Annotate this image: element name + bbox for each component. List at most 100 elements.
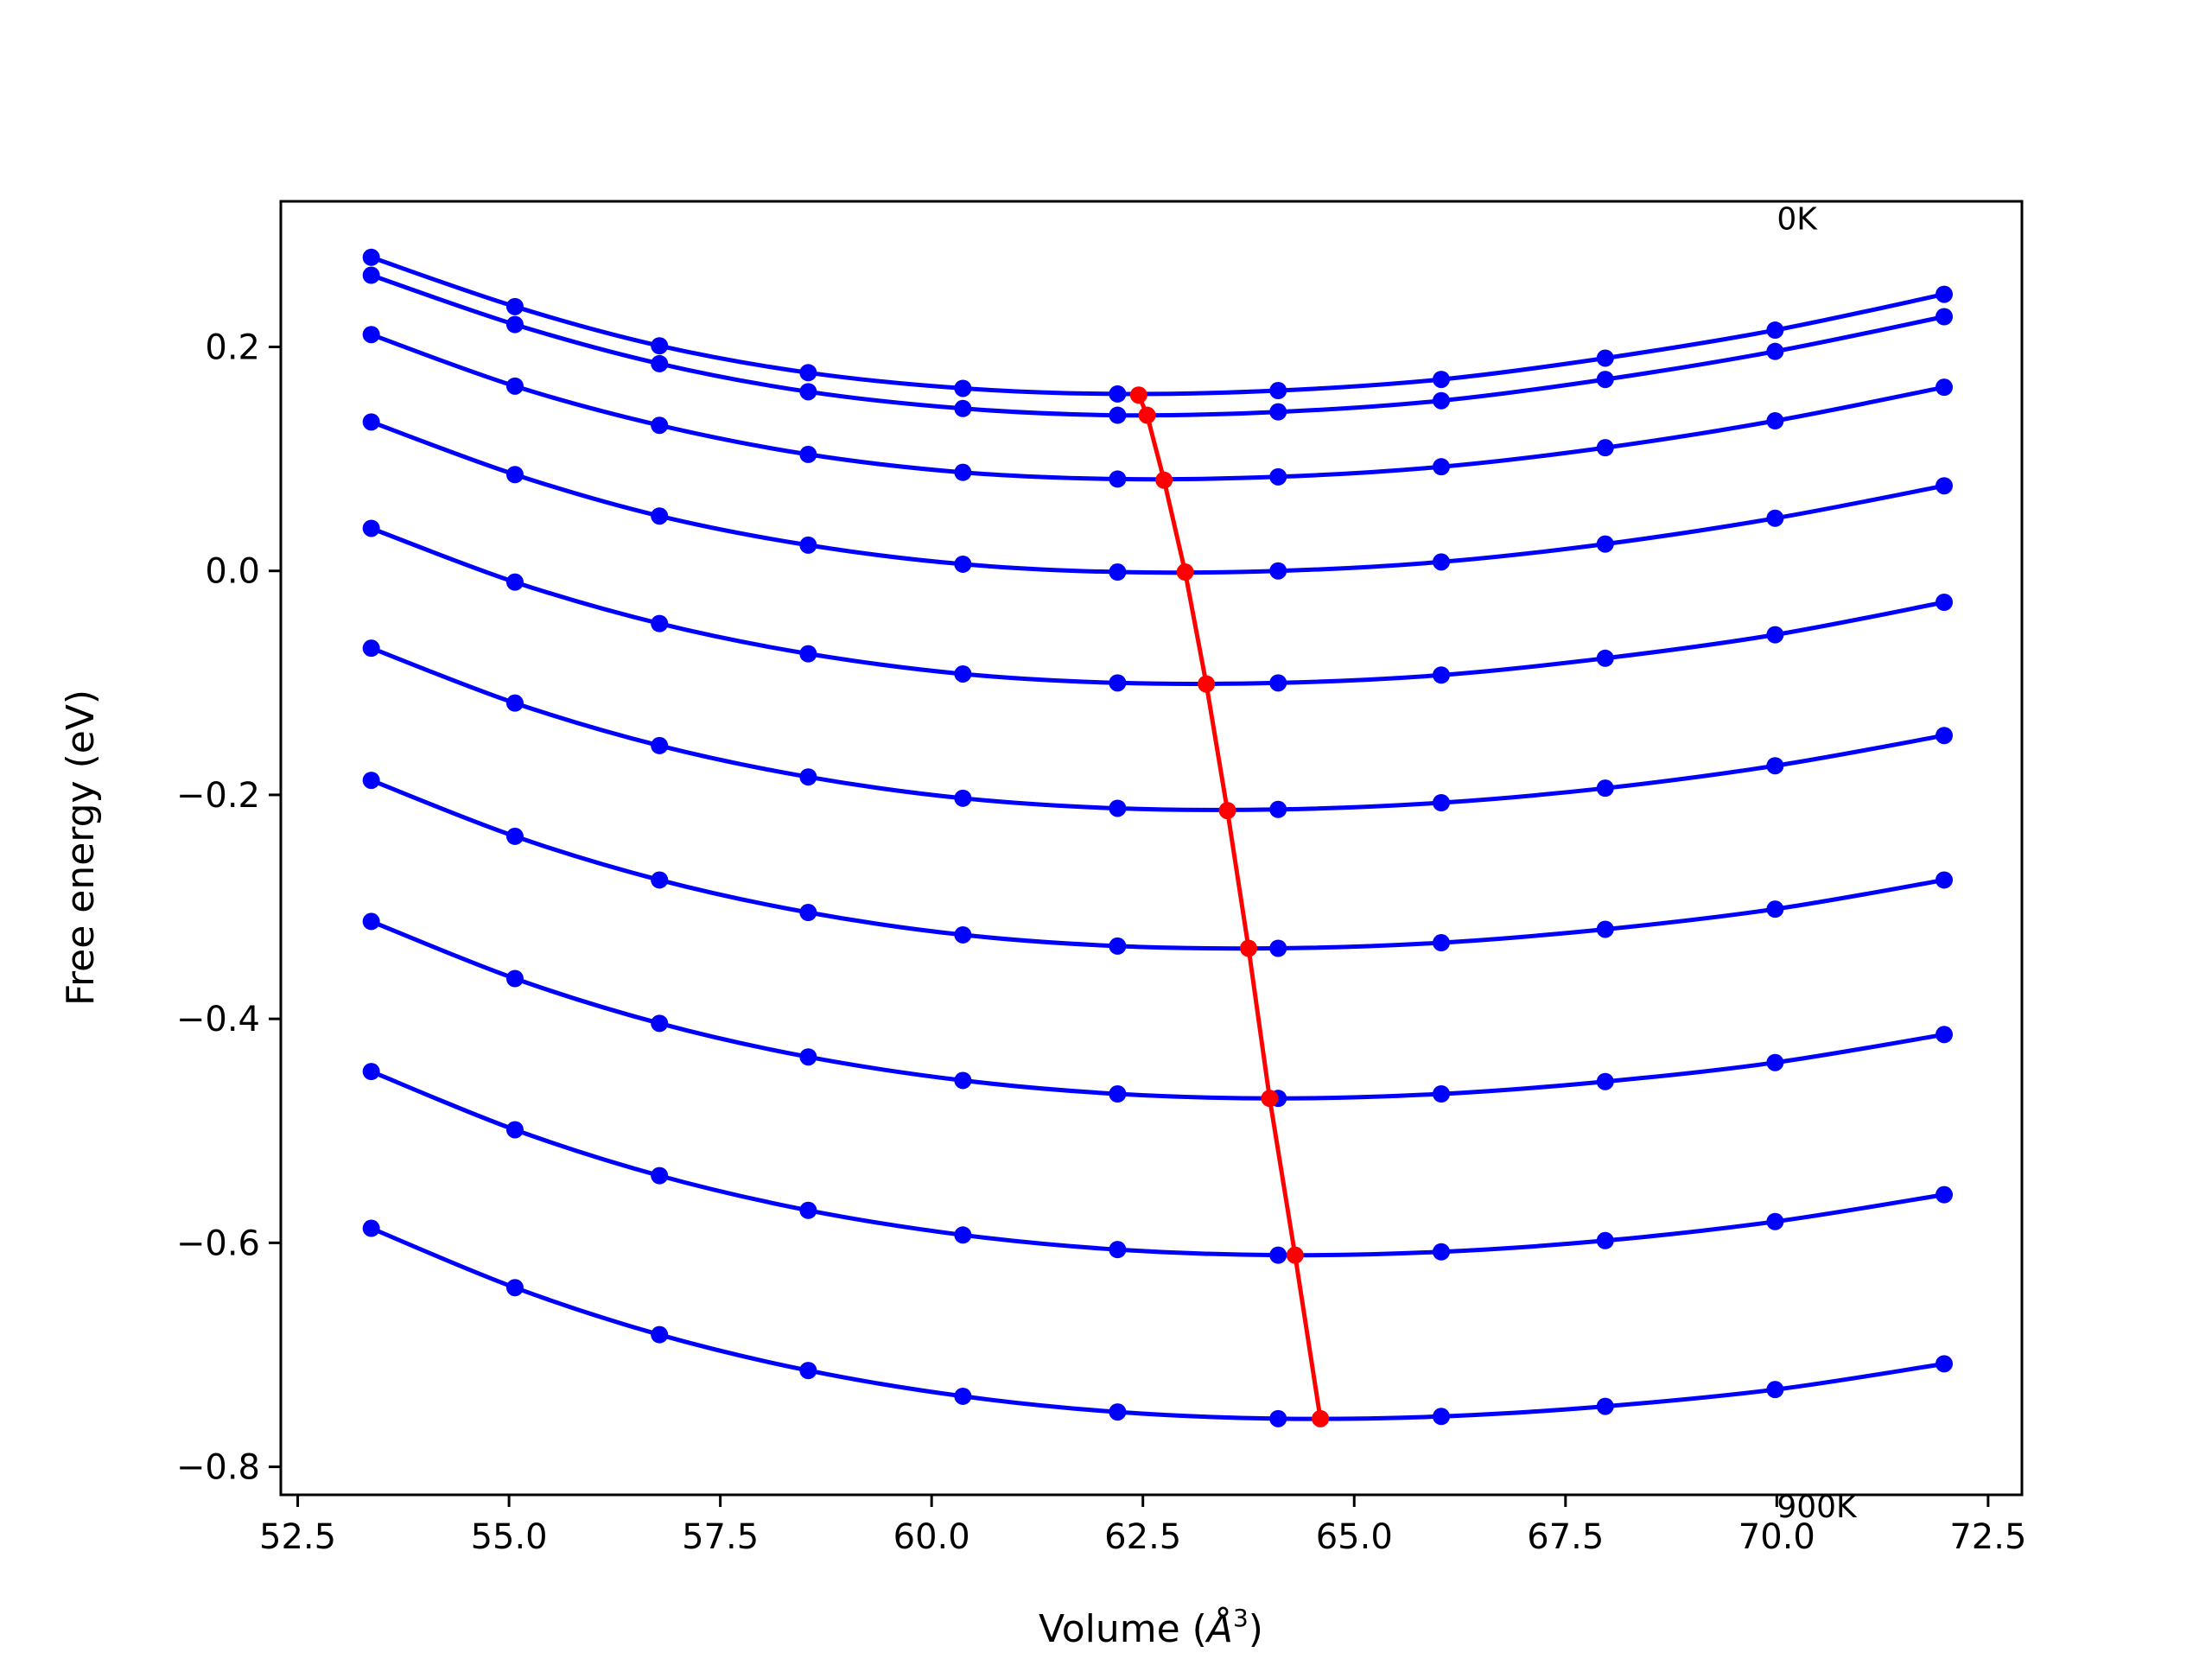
minimum-point-4 — [1198, 675, 1216, 693]
y-tick-label-2: −0.2 — [176, 776, 260, 816]
curve-point-8-0 — [362, 1063, 380, 1081]
curve-point-1-9 — [1766, 342, 1784, 360]
curve-point-0-0 — [362, 248, 380, 266]
curve-point-8-4 — [954, 1226, 972, 1244]
curve-point-5-1 — [505, 694, 524, 712]
curve-point-1-6 — [1269, 403, 1287, 421]
curve-point-4-2 — [651, 614, 669, 632]
curve-point-4-1 — [505, 573, 524, 591]
curve-point-4-5 — [1109, 674, 1127, 692]
x-tick-label-6: 67.5 — [1527, 1517, 1604, 1557]
curve-point-9-7 — [1433, 1408, 1451, 1426]
curve-point-9-10 — [1936, 1355, 1954, 1373]
curve-point-9-6 — [1269, 1409, 1287, 1427]
curve-point-7-8 — [1596, 1072, 1614, 1090]
curves-layer — [362, 248, 1954, 1427]
curve-point-3-7 — [1433, 553, 1451, 571]
curve-point-0-10 — [1936, 285, 1954, 303]
y-axis-label: Free energy (eV) — [59, 690, 103, 1006]
curve-point-7-10 — [1936, 1026, 1954, 1044]
curve-point-3-8 — [1596, 535, 1614, 553]
curve-point-3-0 — [362, 413, 380, 431]
curve-point-5-4 — [954, 789, 972, 807]
curve-point-5-6 — [1269, 800, 1287, 818]
curve-point-6-8 — [1596, 920, 1614, 938]
y-tick-label-3: −0.4 — [176, 1000, 260, 1039]
curve-point-9-9 — [1766, 1381, 1784, 1399]
curve-point-6-5 — [1109, 937, 1127, 955]
curve-point-7-3 — [799, 1048, 817, 1066]
curve-point-9-3 — [799, 1362, 817, 1380]
curve-point-0-5 — [1109, 385, 1127, 403]
x-tick-label-1: 55.0 — [471, 1517, 548, 1557]
curve-point-1-10 — [1936, 308, 1954, 326]
curve-point-8-2 — [651, 1166, 669, 1185]
curve-point-8-6 — [1269, 1246, 1287, 1264]
curve-point-3-6 — [1269, 562, 1287, 580]
curve-point-4-9 — [1766, 626, 1784, 644]
y-tick-label-5: −0.8 — [176, 1448, 260, 1488]
curve-point-2-1 — [505, 377, 524, 395]
curve-point-0-7 — [1433, 371, 1451, 389]
curve-point-6-6 — [1269, 939, 1287, 957]
curve-point-0-8 — [1596, 349, 1614, 367]
curve-point-2-0 — [362, 326, 380, 344]
y-tick-label-0: 0.2 — [205, 327, 260, 367]
annotation-0k: 0K — [1777, 201, 1818, 237]
curve-point-2-5 — [1109, 470, 1127, 488]
x-axis-label: Volume (Å3) — [1039, 1604, 1263, 1651]
curve-point-6-3 — [799, 904, 817, 922]
minimum-trace-line — [1136, 394, 1323, 1420]
x-axis-ticks: 52.5 55.0 57.5 60.0 62.5 65.0 67.5 70.0 72.5 — [259, 1495, 2026, 1557]
curve-point-3-1 — [505, 466, 524, 484]
curve-point-6-4 — [954, 925, 972, 944]
curve-point-1-5 — [1109, 406, 1127, 424]
curve-point-7-4 — [954, 1071, 972, 1090]
curve-point-6-1 — [505, 827, 524, 845]
curve-point-1-0 — [362, 266, 380, 284]
curve-point-3-9 — [1766, 509, 1784, 527]
curve-point-0-9 — [1766, 321, 1784, 340]
curve-point-1-2 — [651, 354, 669, 372]
curve-point-8-10 — [1936, 1185, 1954, 1204]
curve-point-7-9 — [1766, 1053, 1784, 1071]
curve-point-3-10 — [1936, 477, 1954, 495]
curve-point-4-0 — [362, 519, 380, 537]
curve-point-5-8 — [1596, 779, 1614, 798]
curve-point-2-3 — [799, 445, 817, 463]
curve-point-7-7 — [1433, 1084, 1451, 1103]
curve-point-8-5 — [1109, 1241, 1127, 1259]
curve-point-2-6 — [1269, 467, 1287, 486]
minimum-point-7 — [1261, 1090, 1279, 1108]
curve-point-8-9 — [1766, 1212, 1784, 1230]
curve-point-0-6 — [1269, 382, 1287, 400]
curve-point-6-7 — [1433, 934, 1451, 952]
curve-point-9-1 — [505, 1279, 524, 1297]
curve-point-7-1 — [505, 969, 524, 988]
curve-point-8-7 — [1433, 1243, 1451, 1261]
curve-point-5-5 — [1109, 799, 1127, 817]
curve-point-0-2 — [651, 337, 669, 355]
minima-layer — [1129, 386, 1330, 1427]
curve-point-7-2 — [651, 1014, 669, 1033]
curve-point-9-4 — [954, 1387, 972, 1405]
y-tick-label-1: 0.0 — [205, 552, 260, 592]
curve-point-7-5 — [1109, 1084, 1127, 1103]
curve-point-9-2 — [651, 1325, 669, 1344]
curve-point-9-5 — [1109, 1403, 1127, 1421]
curve-point-5-7 — [1433, 794, 1451, 812]
curve-point-8-8 — [1596, 1231, 1614, 1249]
curve-point-0-4 — [954, 379, 972, 397]
y-tick-label-4: −0.6 — [176, 1224, 260, 1263]
curve-point-4-3 — [799, 645, 817, 663]
curve-point-2-10 — [1936, 378, 1954, 397]
curve-point-5-0 — [362, 639, 380, 658]
x-tick-label-4: 62.5 — [1104, 1517, 1181, 1557]
curve-point-1-3 — [799, 383, 817, 401]
curve-point-4-6 — [1269, 674, 1287, 692]
x-tick-label-0: 52.5 — [259, 1517, 336, 1557]
plot-frame — [279, 200, 2024, 1497]
minimum-point-9 — [1312, 1409, 1330, 1427]
x-tick-label-7: 70.0 — [1738, 1517, 1815, 1557]
curve-point-1-4 — [954, 399, 972, 417]
